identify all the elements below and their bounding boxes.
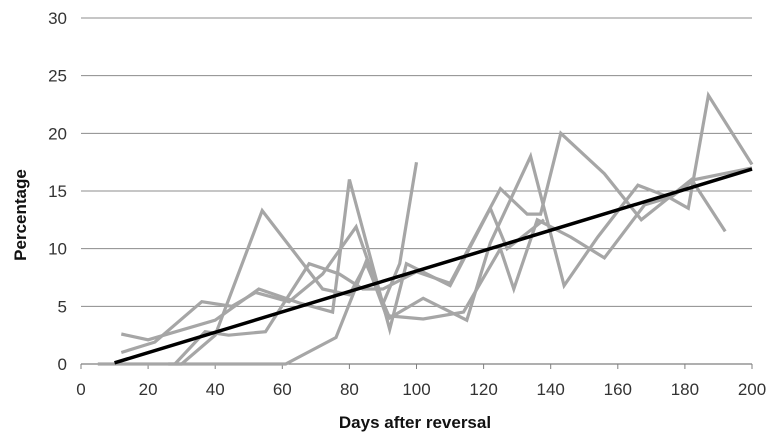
y-tick-label-5: 5 bbox=[58, 297, 67, 316]
y-tick-label-20: 20 bbox=[48, 124, 67, 143]
x-axis-title: Days after reversal bbox=[339, 413, 491, 432]
x-tick-label-20: 20 bbox=[139, 380, 158, 399]
y-tick-label-10: 10 bbox=[48, 240, 67, 259]
x-tick-label-60: 60 bbox=[273, 380, 292, 399]
y-tick-labels: 0 5 10 15 20 25 30 bbox=[48, 9, 67, 374]
y-axis-title: Percentage bbox=[11, 169, 30, 261]
x-tick-label-100: 100 bbox=[402, 380, 430, 399]
x-tick-label-40: 40 bbox=[206, 380, 225, 399]
gridlines bbox=[81, 17, 752, 307]
series-line-5 bbox=[97, 166, 753, 366]
y-tick-label-30: 30 bbox=[48, 9, 67, 28]
trend-layer bbox=[114, 167, 753, 365]
y-tick-label-15: 15 bbox=[48, 182, 67, 201]
y-tick-label-0: 0 bbox=[58, 355, 67, 374]
trend-line bbox=[114, 167, 753, 365]
y-tick-label-25: 25 bbox=[48, 67, 67, 86]
x-tick-label-200: 200 bbox=[738, 380, 766, 399]
series-line-4 bbox=[173, 130, 727, 366]
series-line-2 bbox=[120, 161, 419, 355]
x-tick-labels: 0 20 40 60 80 100 120 140 160 180 200 bbox=[76, 380, 766, 399]
x-tick-label-120: 120 bbox=[469, 380, 497, 399]
x-tick-label-180: 180 bbox=[671, 380, 699, 399]
x-tick-label-0: 0 bbox=[76, 380, 85, 399]
series-line-3 bbox=[168, 90, 754, 366]
x-tick-label-160: 160 bbox=[604, 380, 632, 399]
x-tick-label-80: 80 bbox=[340, 380, 359, 399]
x-tick-label-140: 140 bbox=[537, 380, 565, 399]
data-series bbox=[97, 90, 754, 366]
